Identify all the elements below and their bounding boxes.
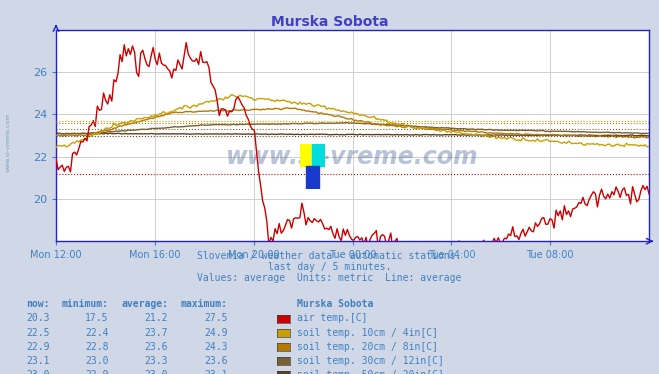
Text: 27.5: 27.5	[204, 313, 227, 324]
Text: Murska Sobota: Murska Sobota	[297, 299, 373, 309]
Text: 23.0: 23.0	[144, 370, 168, 374]
Text: soil temp. 30cm / 12in[C]: soil temp. 30cm / 12in[C]	[297, 356, 444, 366]
Text: soil temp. 10cm / 4in[C]: soil temp. 10cm / 4in[C]	[297, 328, 438, 338]
Text: 23.0: 23.0	[85, 356, 109, 366]
Text: Slovenia / weather data - automatic stations.: Slovenia / weather data - automatic stat…	[197, 251, 462, 261]
Text: 22.9: 22.9	[26, 342, 49, 352]
Text: 24.3: 24.3	[204, 342, 227, 352]
Text: 20.3: 20.3	[26, 313, 49, 324]
Text: 21.2: 21.2	[144, 313, 168, 324]
Bar	[300, 144, 312, 166]
Text: 23.0: 23.0	[26, 370, 49, 374]
Text: air temp.[C]: air temp.[C]	[297, 313, 367, 324]
Text: average:: average:	[121, 299, 168, 309]
Text: Values: average  Units: metric  Line: average: Values: average Units: metric Line: aver…	[197, 273, 462, 283]
Text: now:: now:	[26, 299, 49, 309]
Text: 23.3: 23.3	[144, 356, 168, 366]
Text: 22.8: 22.8	[85, 342, 109, 352]
Text: 23.1: 23.1	[204, 370, 227, 374]
Text: 22.4: 22.4	[85, 328, 109, 338]
Text: 17.5: 17.5	[85, 313, 109, 324]
Text: soil temp. 50cm / 20in[C]: soil temp. 50cm / 20in[C]	[297, 370, 444, 374]
Text: 24.9: 24.9	[204, 328, 227, 338]
Text: minimum:: minimum:	[62, 299, 109, 309]
Text: www.si-vreme.com: www.si-vreme.com	[5, 112, 11, 172]
Text: Murska Sobota: Murska Sobota	[271, 15, 388, 29]
Text: maximum:: maximum:	[181, 299, 227, 309]
Text: 22.5: 22.5	[26, 328, 49, 338]
Text: 23.6: 23.6	[144, 342, 168, 352]
Text: 22.9: 22.9	[85, 370, 109, 374]
Text: last day / 5 minutes.: last day / 5 minutes.	[268, 262, 391, 272]
Bar	[312, 144, 325, 166]
Text: 23.6: 23.6	[204, 356, 227, 366]
Text: 23.7: 23.7	[144, 328, 168, 338]
Text: www.si-vreme.com: www.si-vreme.com	[226, 145, 479, 169]
Text: soil temp. 20cm / 8in[C]: soil temp. 20cm / 8in[C]	[297, 342, 438, 352]
Text: 23.1: 23.1	[26, 356, 49, 366]
Bar	[306, 166, 319, 189]
